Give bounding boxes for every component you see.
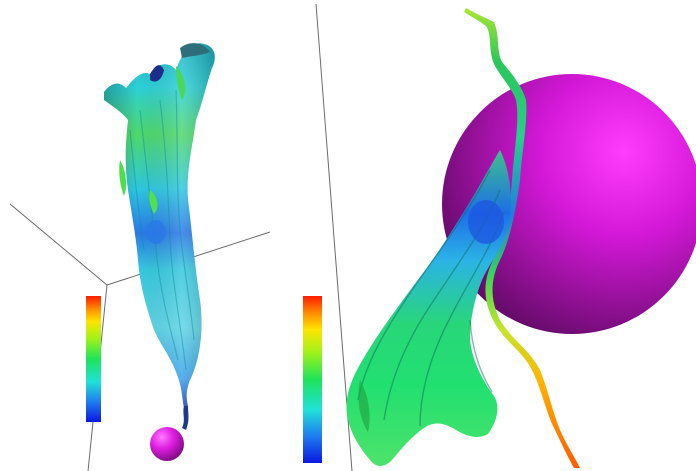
ribbon-surface-left xyxy=(104,43,215,430)
left-panel xyxy=(9,43,271,471)
colorbar-right xyxy=(303,296,322,463)
filament-right xyxy=(464,8,580,468)
axis-line-right xyxy=(315,3,353,471)
sphere-left xyxy=(150,427,184,461)
ribbon-surface-right xyxy=(346,150,511,466)
colorbar-left xyxy=(86,296,101,422)
right-panel xyxy=(303,3,696,471)
sphere-right xyxy=(442,74,696,334)
